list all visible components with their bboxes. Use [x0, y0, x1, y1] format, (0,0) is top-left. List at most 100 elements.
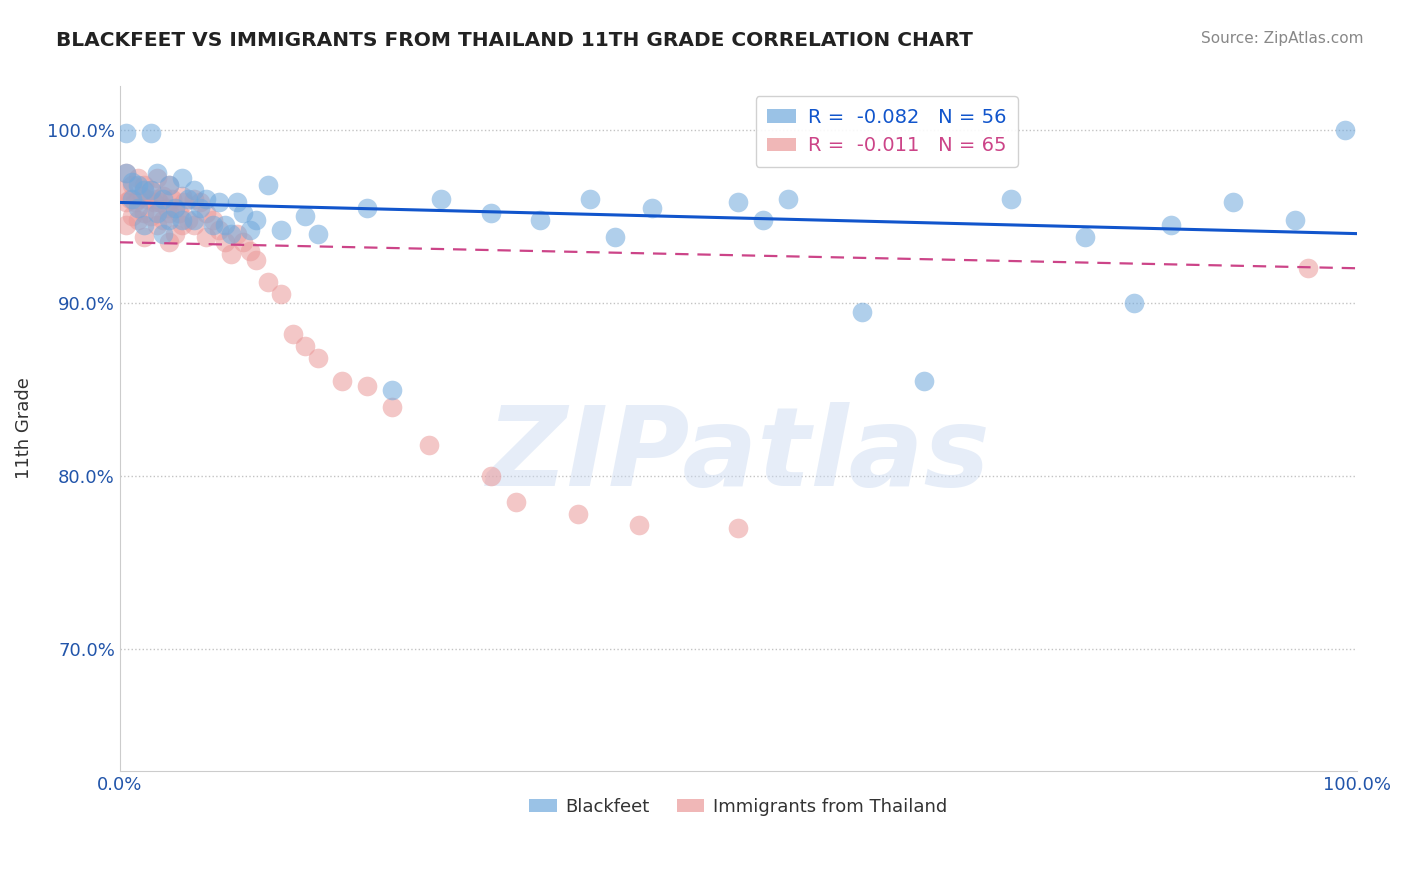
- Point: [641, 201, 664, 215]
- Point: [270, 223, 292, 237]
- Point: [139, 183, 162, 197]
- Point: [245, 212, 267, 227]
- Point: [115, 126, 138, 140]
- Point: [294, 339, 316, 353]
- Point: [1000, 192, 1022, 206]
- Point: [776, 192, 799, 206]
- Point: [381, 400, 404, 414]
- Point: [1333, 122, 1355, 136]
- Point: [136, 192, 159, 206]
- Point: [418, 438, 440, 452]
- Point: [201, 218, 224, 232]
- Point: [156, 201, 179, 215]
- Point: [157, 212, 180, 227]
- Point: [219, 247, 242, 261]
- Point: [195, 230, 218, 244]
- Point: [134, 178, 156, 193]
- Point: [165, 201, 187, 215]
- Point: [727, 521, 749, 535]
- Point: [579, 192, 602, 206]
- Point: [752, 212, 775, 227]
- Point: [208, 223, 231, 237]
- Point: [239, 244, 262, 258]
- Legend: Blackfeet, Immigrants from Thailand: Blackfeet, Immigrants from Thailand: [522, 791, 955, 823]
- Point: [479, 469, 502, 483]
- Point: [157, 178, 180, 193]
- Point: [127, 178, 149, 193]
- Point: [226, 195, 249, 210]
- Point: [195, 192, 218, 206]
- Y-axis label: 11th Grade: 11th Grade: [15, 377, 32, 480]
- Point: [529, 212, 551, 227]
- Point: [124, 195, 146, 210]
- Point: [356, 379, 378, 393]
- Point: [139, 209, 162, 223]
- Point: [127, 201, 149, 215]
- Point: [152, 192, 174, 206]
- Point: [232, 206, 254, 220]
- Point: [134, 183, 156, 197]
- Point: [226, 227, 249, 241]
- Point: [603, 230, 626, 244]
- Point: [170, 171, 193, 186]
- Point: [1222, 195, 1244, 210]
- Point: [146, 192, 169, 206]
- Point: [1296, 261, 1319, 276]
- Point: [121, 175, 143, 189]
- Point: [208, 195, 231, 210]
- Point: [177, 192, 200, 206]
- Point: [134, 230, 156, 244]
- Point: [115, 166, 138, 180]
- Point: [112, 183, 135, 197]
- Point: [201, 212, 224, 227]
- Point: [177, 212, 200, 227]
- Point: [127, 192, 149, 206]
- Point: [332, 374, 354, 388]
- Point: [139, 183, 162, 197]
- Point: [146, 171, 169, 186]
- Text: Source: ZipAtlas.com: Source: ZipAtlas.com: [1201, 31, 1364, 46]
- Point: [270, 287, 292, 301]
- Point: [127, 212, 149, 227]
- Point: [505, 495, 527, 509]
- Point: [157, 206, 180, 220]
- Point: [183, 218, 205, 232]
- Point: [127, 171, 149, 186]
- Point: [115, 195, 138, 210]
- Point: [152, 227, 174, 241]
- Point: [628, 517, 651, 532]
- Point: [183, 183, 205, 197]
- Point: [188, 195, 211, 210]
- Point: [160, 192, 183, 206]
- Point: [1123, 296, 1146, 310]
- Point: [257, 178, 280, 193]
- Point: [727, 195, 749, 210]
- Point: [430, 192, 453, 206]
- Point: [1074, 230, 1097, 244]
- Point: [479, 206, 502, 220]
- Point: [239, 223, 262, 237]
- Point: [281, 327, 304, 342]
- Point: [232, 235, 254, 250]
- Point: [165, 201, 187, 215]
- Point: [134, 218, 156, 232]
- Point: [912, 374, 935, 388]
- Point: [143, 195, 166, 210]
- Point: [146, 206, 169, 220]
- Point: [165, 227, 187, 241]
- Point: [183, 212, 205, 227]
- Point: [131, 188, 153, 202]
- Point: [170, 218, 193, 232]
- Point: [146, 218, 169, 232]
- Point: [115, 166, 138, 180]
- Point: [170, 212, 193, 227]
- Point: [121, 209, 143, 223]
- Point: [1284, 212, 1306, 227]
- Point: [115, 218, 138, 232]
- Point: [183, 192, 205, 206]
- Point: [146, 166, 169, 180]
- Point: [157, 178, 180, 193]
- Point: [134, 206, 156, 220]
- Point: [157, 235, 180, 250]
- Point: [214, 235, 236, 250]
